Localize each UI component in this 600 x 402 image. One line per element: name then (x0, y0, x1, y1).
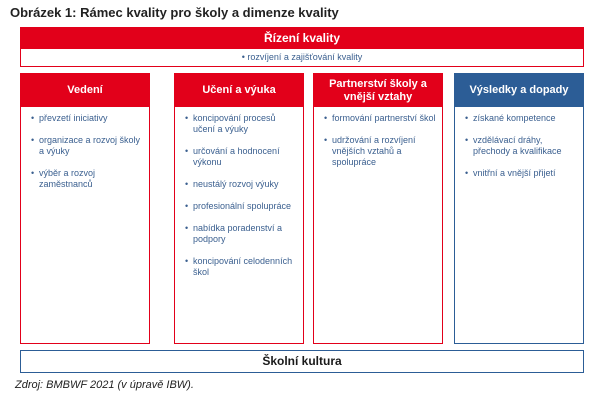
list-item: vzdělávací dráhy, přechody a kvalifikace (465, 135, 577, 157)
figure-title: Obrázek 1: Rámec kvality pro školy a dim… (10, 5, 339, 20)
dimension-box-results: Výsledky a dopady získané kompetence vzd… (454, 73, 584, 344)
dimension-list-partnership: formování partnerství škol udržování a r… (314, 107, 442, 168)
dimension-title-results: Výsledky a dopady (455, 74, 583, 107)
governance-subtitle: • rozvíjení a zajišťování kvality (241, 52, 363, 62)
dimension-list-results: získané kompetence vzdělávací dráhy, pře… (455, 107, 583, 179)
list-item: profesionální spolupráce (185, 201, 297, 212)
figure-source: Zdroj: BMBWF 2021 (v úpravě IBW). (15, 379, 194, 391)
list-item: koncipování celodenních škol (185, 256, 297, 278)
list-item: nabídka poradenství a podpory (185, 223, 297, 245)
list-item: organizace a rozvoj školy a výuky (31, 135, 143, 157)
dimension-title-partnership: Partnerství školy a vnější vztahy (314, 74, 442, 107)
list-item: formování partnerství škol (324, 113, 436, 124)
school-culture-box: Školní kultura (20, 350, 584, 373)
governance-title: Řízení kvality (21, 28, 583, 49)
dimension-box-partnership: Partnerství školy a vnější vztahy formov… (313, 73, 443, 344)
dimension-list-learning: koncipování procesů učení a výuky určová… (175, 107, 303, 278)
dimension-box-leadership: Vedení převzetí iniciativy organizace a … (20, 73, 150, 344)
list-item: získané kompetence (465, 113, 577, 124)
list-item: převzetí iniciativy (31, 113, 143, 124)
dimension-title-learning: Učení a výuka (175, 74, 303, 107)
list-item: koncipování procesů učení a výuky (185, 113, 297, 135)
list-item: určování a hodnocení výkonu (185, 146, 297, 168)
list-item: udržování a rozvíjení vnějších vztahů a … (324, 135, 436, 168)
dimension-list-leadership: převzetí iniciativy organizace a rozvoj … (21, 107, 149, 190)
list-item: výběr a rozvoj zaměstnanců (31, 168, 143, 190)
dimension-title-leadership: Vedení (21, 74, 149, 107)
list-item: neustálý rozvoj výuky (185, 179, 297, 190)
governance-box: Řízení kvality • rozvíjení a zajišťování… (20, 27, 584, 67)
dimension-box-learning: Učení a výuka koncipování procesů učení … (174, 73, 304, 344)
list-item: vnitřní a vnější přijetí (465, 168, 577, 179)
